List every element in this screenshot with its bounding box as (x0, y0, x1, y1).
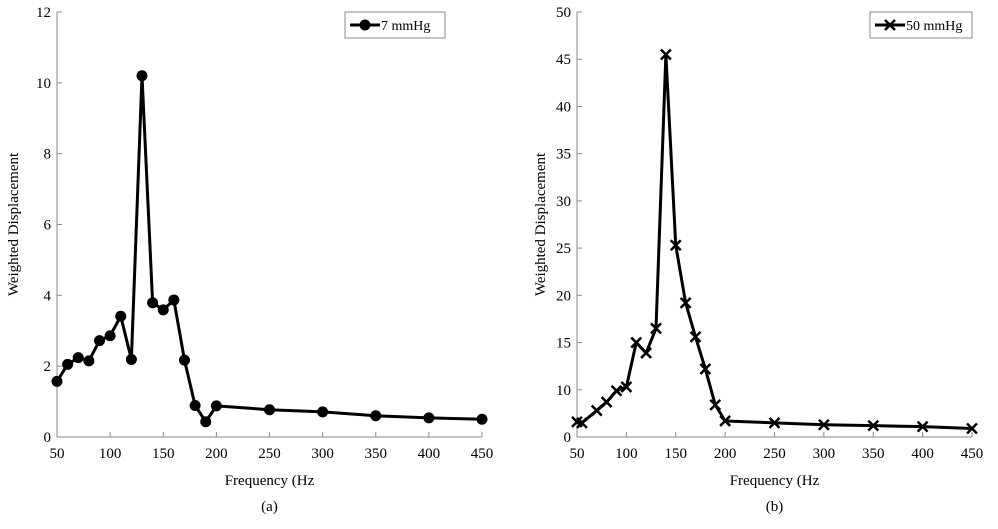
x-tick-label: 350 (862, 446, 885, 462)
data-point (359, 19, 371, 31)
data-point (669, 239, 682, 252)
data-point (884, 19, 896, 31)
y-tick-label: 45 (556, 52, 571, 68)
legend-label: 7 mmHg (381, 19, 430, 34)
x-tick-label: 50 (570, 446, 585, 462)
data-point (476, 413, 488, 425)
data-point (264, 404, 275, 416)
y-tick-label: 40 (556, 99, 571, 115)
x-tick-label: 250 (258, 446, 281, 462)
data-point (630, 336, 643, 349)
data-point (600, 396, 613, 408)
data-point (62, 358, 74, 370)
y-tick-label: 15 (556, 336, 571, 352)
x-tick-label: 300 (813, 446, 836, 462)
data-point (115, 310, 127, 322)
y-tick-label: 10 (36, 76, 51, 92)
y-tick-label: 4 (44, 288, 52, 304)
data-point (200, 416, 212, 428)
y-tick-label: 0 (564, 430, 572, 446)
data-point (719, 415, 732, 427)
x-tick-label: 200 (205, 446, 228, 462)
data-point (679, 297, 692, 309)
data-point (179, 354, 190, 366)
data-point (189, 399, 201, 411)
y-tick-label: 25 (556, 241, 571, 257)
legend-label: 50 mmHg (906, 19, 962, 34)
data-point (916, 420, 929, 433)
y-axis-label: Weighted Displacement (533, 152, 549, 296)
data-point (72, 352, 84, 364)
data-point (136, 70, 148, 82)
data-point (317, 406, 329, 418)
y-tick-label: 8 (44, 147, 52, 163)
y-tick-label: 10 (556, 383, 571, 399)
x-axis-label: Frequency (Hz (730, 473, 820, 489)
x-tick-label: 450 (471, 446, 494, 462)
x-tick-label: 400 (911, 446, 934, 462)
x-tick-label: 250 (763, 446, 786, 462)
x-tick-label: 50 (50, 446, 65, 462)
panel-caption: (a) (261, 499, 278, 515)
x-tick-label: 300 (311, 446, 334, 462)
legend: 7 mmHg (344, 11, 446, 39)
data-point (157, 304, 169, 316)
data-point (659, 48, 672, 61)
data-point (699, 363, 712, 375)
series-line (576, 53, 973, 430)
data-point (370, 410, 382, 422)
data-point (590, 404, 603, 417)
chart-panel-a: 50 100 150 200 250 300 350 400 450 0 2 4 6 8 10 12 Frequ… (6, 5, 493, 515)
y-tick-label: 2 (44, 359, 52, 375)
data-point (168, 294, 180, 306)
data-point (640, 347, 653, 359)
data-point (423, 412, 435, 424)
x-tick-label: 400 (418, 446, 441, 462)
data-point (650, 322, 662, 335)
data-point (768, 416, 781, 429)
data-point (147, 297, 159, 309)
data-point (620, 381, 633, 393)
data-point (966, 422, 978, 435)
y-tick-label: 0 (44, 430, 52, 446)
data-point (576, 416, 588, 429)
x-axis-label: Frequency (Hz (225, 473, 315, 489)
x-tick-label: 100 (99, 446, 122, 462)
data-point (689, 331, 702, 343)
series-line (55, 74, 483, 424)
data-point (867, 419, 880, 432)
data-point (125, 353, 137, 365)
x-tick-label: 200 (714, 446, 737, 462)
data-point (709, 399, 722, 411)
data-point (210, 400, 222, 412)
y-tick-label: 50 (556, 5, 571, 21)
legend-box (344, 11, 446, 39)
y-tick-label: 35 (556, 147, 571, 163)
data-point (610, 384, 623, 397)
y-axis-label: Weighted Displacement (6, 152, 22, 296)
x-tick-label: 150 (152, 446, 175, 462)
data-point (51, 375, 63, 387)
y-tick-label: 30 (556, 194, 571, 210)
y-tick-label: 6 (44, 218, 52, 234)
x-tick-label: 150 (665, 446, 688, 462)
x-tick-label: 450 (961, 446, 984, 462)
chart-panel-b: 50 100 150 200 250 300 350 400 450 0 10 15 20 25 30 35 4… (533, 5, 983, 515)
data-point (817, 418, 830, 431)
y-tick-label: 12 (36, 5, 51, 21)
x-tick-label: 350 (365, 446, 388, 462)
y-tick-label: 20 (556, 288, 571, 304)
data-point (94, 335, 105, 347)
data-point (104, 330, 116, 342)
panel-caption: (b) (766, 499, 784, 515)
data-point (83, 355, 95, 367)
x-tick-label: 100 (615, 446, 638, 462)
legend: 50 mmHg (869, 11, 973, 39)
